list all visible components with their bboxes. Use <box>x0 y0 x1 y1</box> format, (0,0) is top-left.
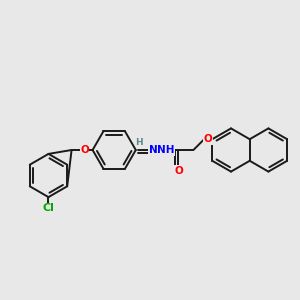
Text: H: H <box>135 138 142 147</box>
Text: O: O <box>203 134 212 144</box>
Text: N: N <box>149 145 158 155</box>
Text: O: O <box>174 166 183 176</box>
Text: NH: NH <box>157 145 175 155</box>
Text: Cl: Cl <box>43 203 54 213</box>
Text: O: O <box>80 145 89 155</box>
